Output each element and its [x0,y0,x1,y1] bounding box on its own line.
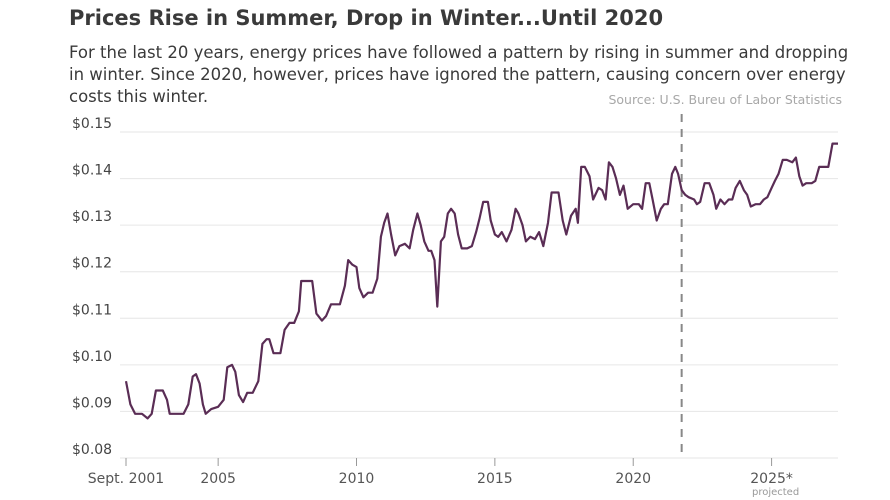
chart-title: Prices Rise in Summer, Drop in Winter...… [69,6,664,30]
x-tick-label: 2015 [477,471,513,487]
y-tick-label: $0.14 [72,163,112,179]
y-tick-label: $0.11 [72,302,112,318]
y-tick-label: $0.12 [72,256,112,272]
x-tick-label: Sept. 2001 [88,471,164,487]
y-tick-label: $0.10 [72,349,112,365]
series-line-energy-price [124,142,838,420]
x-tick-label: 2020 [615,471,651,487]
chart-source: Source: U.S. Bureu of Labor Statistics [608,92,842,107]
x-tick-label: 2005 [200,471,236,487]
y-tick-label: $0.08 [72,442,112,458]
x-tick-label: 2025* [750,471,793,487]
y-tick-label: $0.09 [72,395,112,411]
x-tick-sublabel: projected [752,487,799,498]
y-tick-label: $0.15 [72,116,112,132]
x-tick-label: 2010 [339,471,375,487]
chart-subtitle: For the last 20 years, energy prices hav… [69,43,849,106]
y-tick-label: $0.13 [72,209,112,225]
